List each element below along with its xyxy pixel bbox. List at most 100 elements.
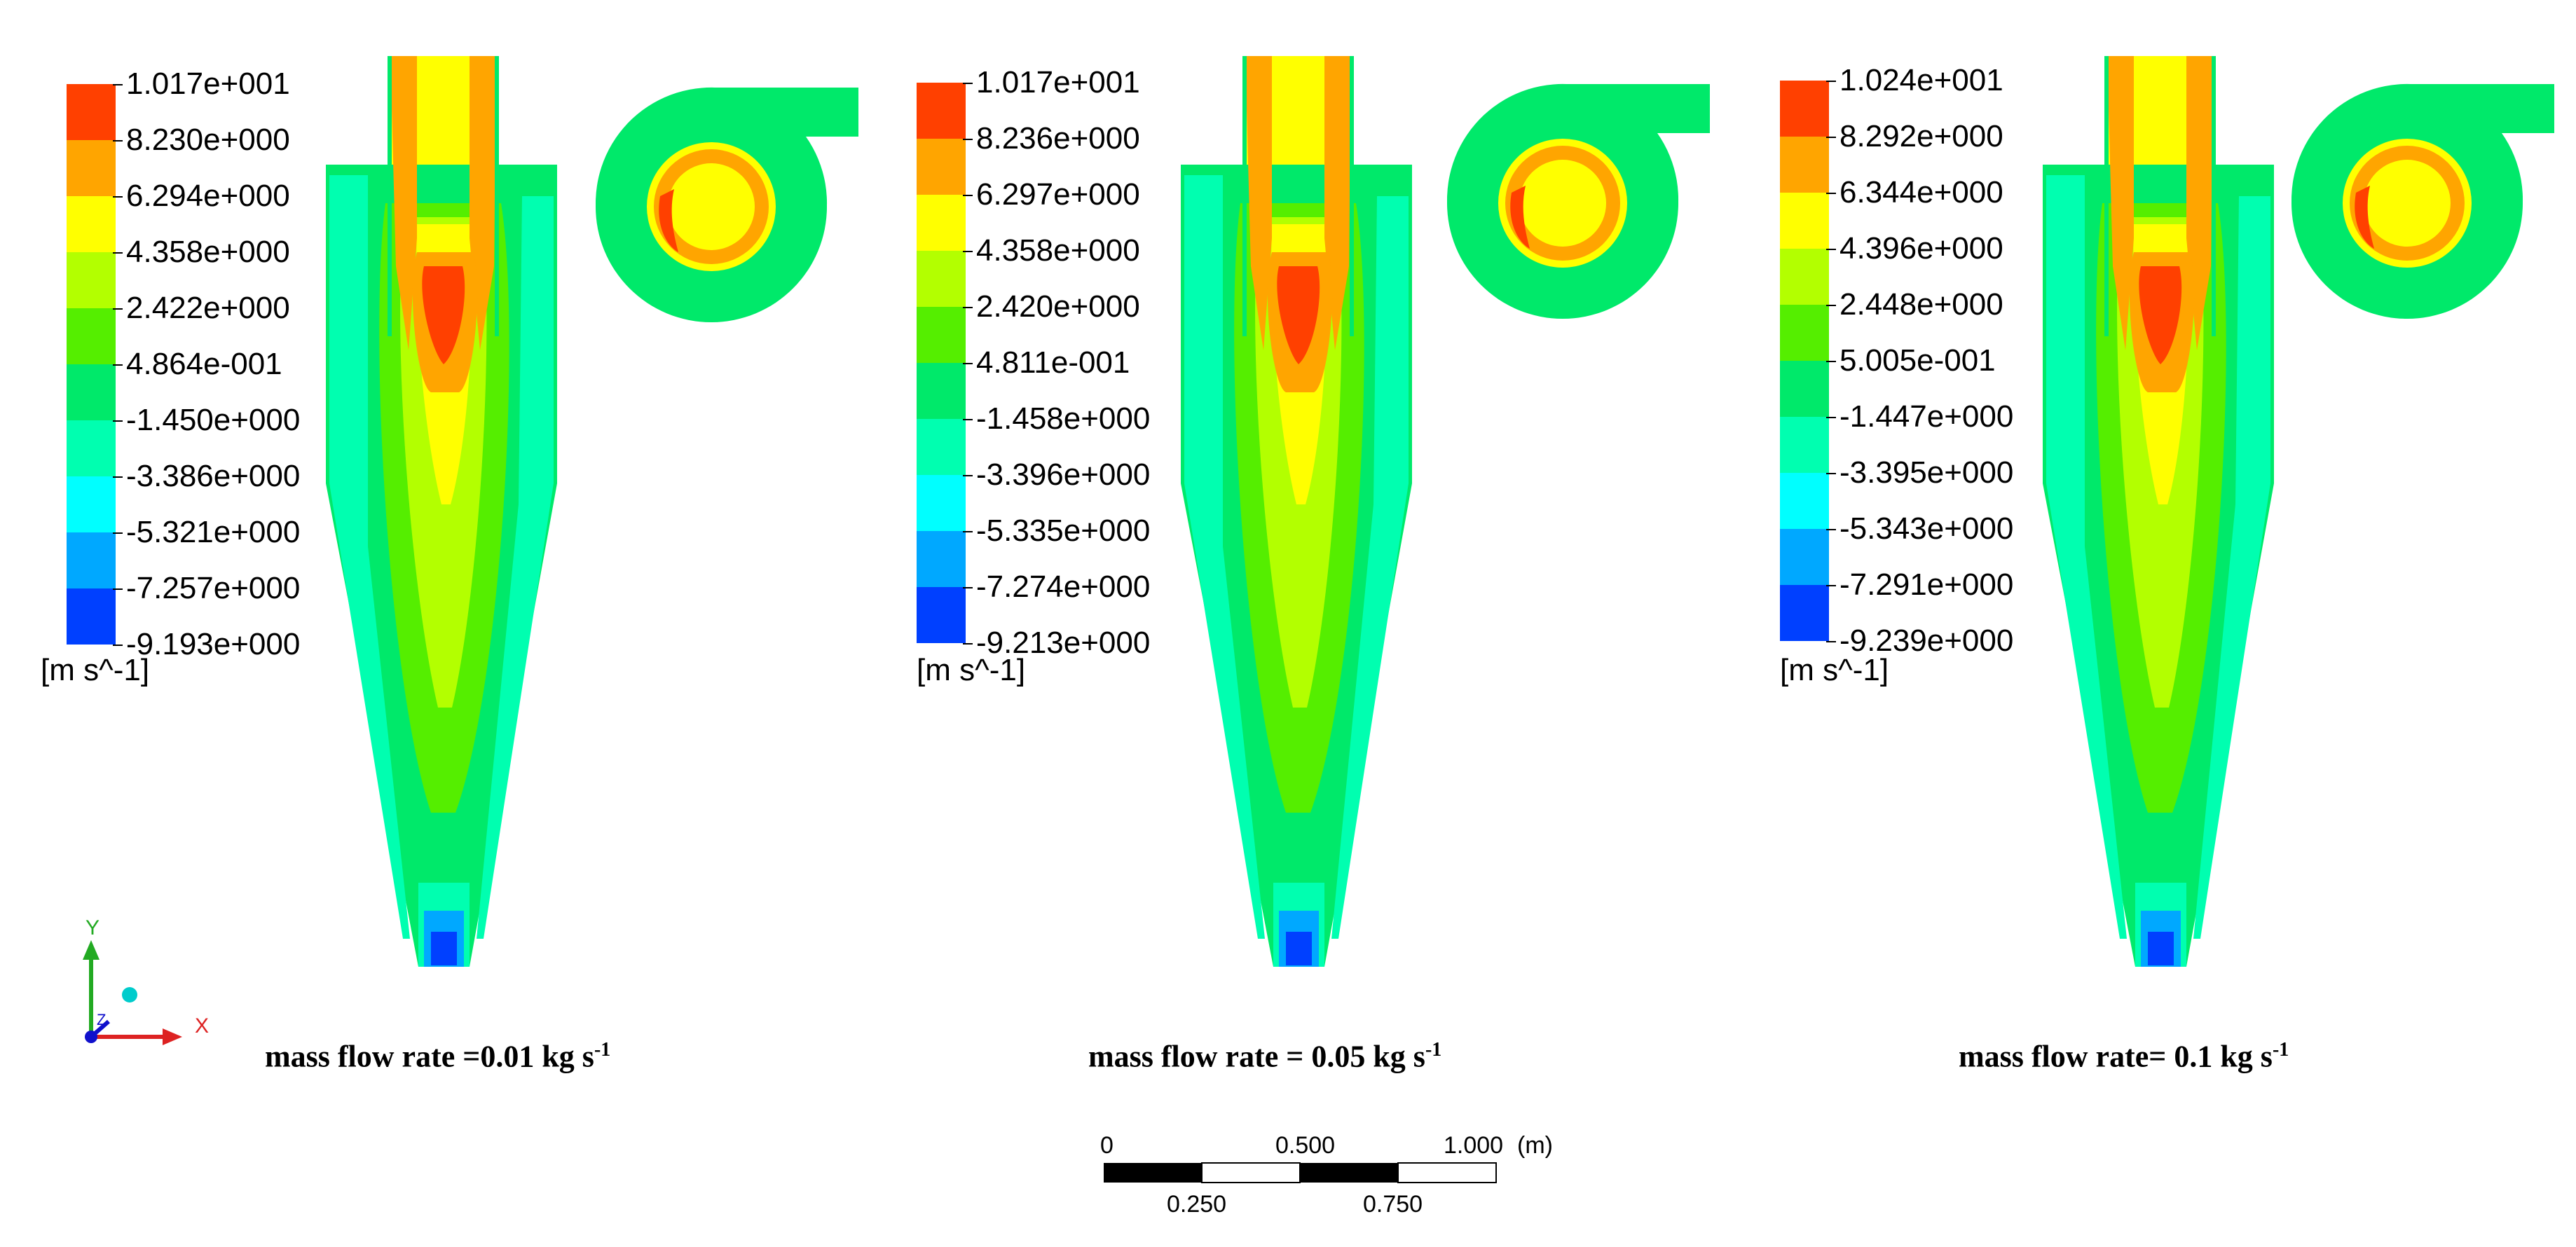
core-peak-region — [1277, 266, 1320, 364]
legend-band — [67, 252, 116, 309]
panel-mass-flow-0-05: 1.017e+001 8.236e+000 6.297e+000 4.358e+000… — [858, 0, 1717, 1247]
panel-mass-flow-0-01: 1.017e+001 8.230e+000 6.294e+000 4.358e+000… — [0, 0, 858, 1247]
legend-band — [917, 195, 966, 252]
scale-unit-label: (m) — [1517, 1132, 1553, 1159]
dust-outlet-peak-region — [431, 932, 457, 965]
caption-text: mass flow rate = 0.05 kg s — [1088, 1039, 1425, 1074]
legend-tick — [1826, 361, 1836, 362]
near-wall-region-left — [2046, 175, 2127, 939]
legend-tick — [1826, 473, 1836, 474]
y-axis-arrowhead — [83, 940, 100, 960]
legend-tick — [113, 308, 123, 310]
vortex-finder-wall-left — [388, 56, 392, 336]
axial-velocity-contour — [2043, 56, 2274, 967]
caption-text: mass flow rate= 0.1 kg s — [1959, 1039, 2273, 1074]
legend-tick-label: 8.236e+000 — [976, 121, 1140, 156]
vortex-finder-wall-left — [1242, 56, 1247, 336]
scale-bar-graphic — [1104, 1162, 1497, 1183]
legend-tick — [963, 251, 973, 252]
x-axis-label: X — [195, 1014, 210, 1038]
legend-tick-label: 1.024e+001 — [1839, 63, 2003, 97]
legend-tick-label: 2.448e+000 — [1839, 287, 2003, 322]
legend-tick — [963, 587, 973, 588]
vortex-finder-core — [692, 181, 740, 228]
core-peak-region — [422, 266, 465, 364]
scale-label-0-250: 0.250 — [1167, 1191, 1227, 1218]
near-wall-region-right — [477, 196, 554, 939]
legend-tick — [113, 645, 123, 646]
axial-velocity-contour — [326, 56, 557, 967]
near-wall-region-right — [1331, 196, 1409, 939]
legend-tick — [963, 475, 973, 476]
legend-tick-label: 2.420e+000 — [976, 289, 1140, 324]
axis-triad: Y X Z — [70, 904, 231, 1065]
vortex-finder-left-band — [390, 56, 417, 350]
legend-unit: [m s^-1] — [1780, 653, 1889, 687]
legend-tick-label: -1.458e+000 — [976, 401, 1151, 436]
legend-band — [1780, 473, 1829, 530]
near-wall-region-left — [1184, 175, 1265, 939]
panel-mass-flow-0-1: 1.024e+001 8.292e+000 6.344e+000 4.396e+000… — [1717, 0, 2575, 1247]
legend-tick — [963, 307, 973, 308]
legend-band — [1780, 137, 1829, 193]
legend-tick-label: -3.395e+000 — [1839, 455, 2014, 490]
scale-label-0-750: 0.750 — [1363, 1191, 1423, 1218]
legend-tick — [113, 140, 123, 142]
legend-band — [67, 420, 116, 477]
legend-band — [1780, 193, 1829, 249]
axis-triad-graphic — [83, 940, 182, 1045]
legend-tick — [113, 532, 123, 534]
legend-tick-label: 8.230e+000 — [126, 123, 290, 157]
near-wall-region-right — [2193, 196, 2270, 939]
scale-segment — [1104, 1163, 1202, 1183]
color-legend-bar — [1780, 81, 1829, 641]
scale-label-0-500: 0.500 — [1275, 1132, 1336, 1159]
legend-tick — [963, 139, 973, 140]
legend-tick — [963, 195, 973, 196]
vortex-finder-wall-right — [1350, 56, 1354, 336]
legend-tick-label: 4.396e+000 — [1839, 231, 2003, 266]
legend-band — [67, 196, 116, 253]
legend-band — [67, 308, 116, 365]
legend-tick-label: 6.297e+000 — [976, 177, 1140, 212]
legend-band — [917, 363, 966, 420]
legend-tick — [1826, 529, 1836, 530]
legend-tick-label: 1.017e+001 — [976, 65, 1140, 99]
legend-band — [1780, 417, 1829, 474]
legend-tick-label: -7.257e+000 — [126, 571, 301, 605]
legend-band — [1780, 529, 1829, 586]
legend-tick — [963, 363, 973, 364]
legend-tick-label: -7.291e+000 — [1839, 567, 2014, 602]
z-axis-label: Z — [97, 1011, 107, 1028]
legend-tick-label: 6.344e+000 — [1839, 175, 2003, 209]
caption-superscript: -1 — [594, 1039, 611, 1061]
legend-band — [67, 84, 116, 141]
legend-band — [1780, 305, 1829, 361]
legend-tick-label: 5.005e-001 — [1839, 343, 1996, 378]
legend-tick-label: -3.386e+000 — [126, 459, 301, 493]
caption-mass-flow-rate: mass flow rate= 0.1 kg s-1 — [1959, 1040, 2289, 1073]
scale-label-0: 0 — [1100, 1132, 1114, 1159]
legend-tick-label: -9.239e+000 — [1839, 624, 2014, 658]
vortex-finder-left-band — [2107, 56, 2134, 350]
caption-mass-flow-rate: mass flow rate =0.01 kg s-1 — [265, 1040, 610, 1073]
legend-tick-label: 4.811e-001 — [976, 345, 1130, 380]
legend-tick — [113, 476, 123, 478]
legend-band — [917, 251, 966, 308]
vortex-finder-peak-crescent — [659, 189, 678, 252]
color-legend-bar — [67, 84, 116, 645]
legend-tick-label: -5.321e+000 — [126, 515, 301, 549]
scale-bar: 0 0.500 1.000 (m) 0.250 0.750 — [1051, 1114, 1612, 1226]
legend-tick — [1826, 137, 1836, 138]
legend-band — [1780, 249, 1829, 305]
legend-tick — [113, 196, 123, 198]
dust-outlet-peak-region — [1286, 932, 1312, 965]
scale-segment — [1300, 1163, 1398, 1183]
legend-tick-label: 8.292e+000 — [1839, 119, 2003, 153]
legend-tick-label: -5.335e+000 — [976, 514, 1151, 548]
legend-tick — [1826, 305, 1836, 306]
legend-tick-label: 6.294e+000 — [126, 179, 290, 213]
legend-tick — [1826, 81, 1836, 82]
legend-tick — [1826, 249, 1836, 250]
